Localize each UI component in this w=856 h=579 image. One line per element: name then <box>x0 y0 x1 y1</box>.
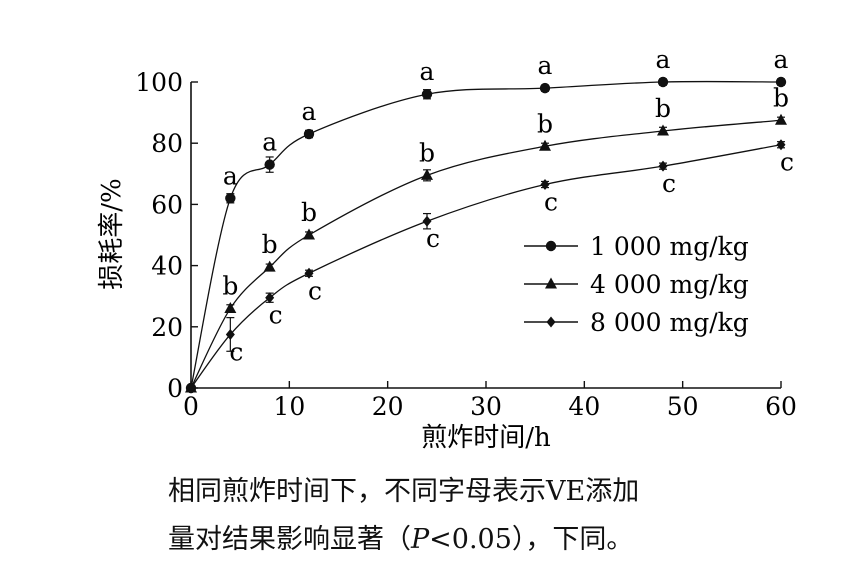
y-tick-label: 0 <box>167 374 183 403</box>
significance-label: a <box>538 51 553 80</box>
data-point-series-1 <box>264 159 275 170</box>
caption-line-1: 相同煎炸时间下，不同字母表示VE添加 <box>168 476 640 507</box>
y-tick-label: 100 <box>135 68 183 97</box>
x-tick-label: 50 <box>667 392 699 421</box>
y-tick-label: 40 <box>151 252 183 281</box>
legend-label: 1 000 mg/kg <box>590 232 749 261</box>
significance-label: c <box>308 276 322 305</box>
significance-label: a <box>420 57 435 86</box>
significance-label: c <box>269 301 283 330</box>
data-point-series-3 <box>186 382 196 394</box>
caption-line-2-end: <0.05），下同。 <box>429 524 634 555</box>
significance-label: a <box>223 161 238 190</box>
significance-label: b <box>537 109 553 138</box>
significance-label: b <box>262 230 278 259</box>
significance-label: a <box>262 128 277 157</box>
data-point-series-3 <box>265 292 275 304</box>
y-tick-label: 80 <box>151 129 183 158</box>
significance-label: b <box>301 198 317 227</box>
x-tick-label: 0 <box>183 392 199 421</box>
data-point-series-1 <box>421 89 433 100</box>
significance-label: c <box>662 169 676 198</box>
legend-marker <box>545 277 557 289</box>
data-point-series-3 <box>304 267 314 279</box>
data-point-series-3 <box>225 328 235 340</box>
data-point-series-2 <box>421 168 433 180</box>
data-point-series-3 <box>776 139 786 151</box>
data-point-series-2 <box>775 113 787 125</box>
significance-label: b <box>773 83 789 112</box>
data-point-series-3 <box>540 179 550 191</box>
significance-label: c <box>426 224 440 253</box>
significance-label: b <box>419 138 435 167</box>
series-line-3 <box>190 144 782 389</box>
significance-label: a <box>774 45 789 74</box>
data-point-series-1 <box>539 82 551 94</box>
legend-marker <box>546 316 556 328</box>
legend-label: 8 000 mg/kg <box>590 308 749 337</box>
ticks: 0 10 20 30 40 50 60 0 20 40 60 80 100 <box>135 68 797 421</box>
x-tick-label: 10 <box>273 392 305 421</box>
significance-label: c <box>780 148 794 177</box>
x-tick-label: 30 <box>470 392 502 421</box>
data-point-series-1 <box>225 193 236 204</box>
caption-line-2: 量对结果影响显著（P<0.05），下同。 <box>168 522 633 558</box>
data-point-series-1 <box>303 128 315 140</box>
y-tick-label: 20 <box>151 313 183 342</box>
x-tick-label: 20 <box>372 392 404 421</box>
legend-marker <box>545 240 557 252</box>
data-point-series-1 <box>775 76 787 88</box>
data-point-series-2 <box>224 301 237 313</box>
significance-label: c <box>544 188 558 217</box>
caption-p-symbol: P <box>411 524 430 555</box>
x-axis-label: 煎炸时间/h <box>421 423 551 453</box>
significance-label: c <box>229 337 243 366</box>
caption-line-2-start: 量对结果影响显著（ <box>168 524 411 555</box>
y-tick-label: 60 <box>151 190 183 219</box>
data-point-series-2 <box>657 124 669 136</box>
significance-label: a <box>302 97 317 126</box>
significance-label: b <box>222 271 238 300</box>
data-point-series-3 <box>658 160 668 172</box>
legend-label: 4 000 mg/kg <box>590 270 749 299</box>
data-point-series-2 <box>539 139 551 151</box>
data-point-series-3 <box>422 215 432 227</box>
x-tick-label: 60 <box>765 392 797 421</box>
x-tick-label: 40 <box>568 392 600 421</box>
data-point-series-1 <box>657 76 669 88</box>
significance-label: b <box>655 94 671 123</box>
y-axis-label: 损耗率/% <box>97 178 127 289</box>
data-point-series-2 <box>303 228 315 240</box>
significance-label: a <box>656 45 671 74</box>
data-point-series-2 <box>263 260 276 272</box>
legend: 1 000 mg/kg 4 000 mg/kg 8 000 mg/kg <box>524 232 749 337</box>
